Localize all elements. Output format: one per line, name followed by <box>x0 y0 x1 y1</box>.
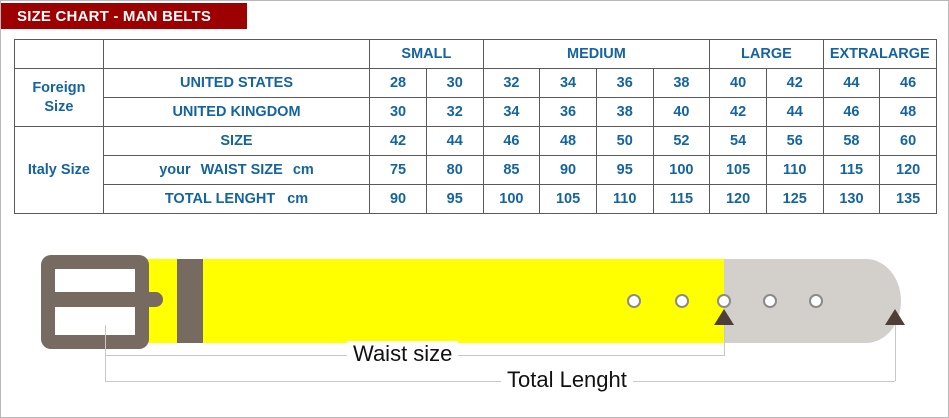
cell-size-9: 60 <box>879 126 937 156</box>
cell-waist-1: 80 <box>425 155 484 185</box>
cell-size-6: 54 <box>709 126 767 156</box>
belt-hole <box>717 294 731 308</box>
cell-size-1: 44 <box>425 126 484 156</box>
waist-dim-left-tick <box>105 325 106 355</box>
cell-total-7: 125 <box>765 184 824 214</box>
cell-uk-1: 32 <box>425 97 484 127</box>
waist-size-marker-icon <box>714 309 734 325</box>
side-label-foreign-line2: Size <box>44 98 74 115</box>
table-row: Italy Size SIZE 42 44 46 48 50 52 54 56 … <box>14 126 937 214</box>
table-row: Foreign Size UNITED STATES 28 30 32 34 3… <box>14 68 937 127</box>
page-title: SIZE CHART - MAN BELTS <box>17 7 212 25</box>
row-desc-total-lenght: TOTAL LENGHT cm <box>102 184 371 214</box>
belt-loop <box>177 259 203 343</box>
group-header-small: SMALL <box>369 39 484 69</box>
total-lenght-label: Total Lenght <box>501 367 633 393</box>
cell-us-4: 36 <box>595 68 654 98</box>
cell-total-0: 90 <box>369 184 427 214</box>
total-length-marker-icon <box>885 309 905 325</box>
cell-total-1: 95 <box>425 184 484 214</box>
total-dim-left-tick <box>105 355 106 381</box>
cell-size-8: 58 <box>822 126 881 156</box>
table-group-header-row: SMALL MEDIUM LARGE EXTRALARGE <box>14 39 938 69</box>
row-desc-size: SIZE <box>102 126 371 156</box>
cell-size-3: 48 <box>539 126 597 156</box>
belt-hole <box>627 294 641 308</box>
cell-us-9: 46 <box>879 68 937 98</box>
cell-uk-7: 44 <box>765 97 824 127</box>
cell-uk-6: 42 <box>709 97 767 127</box>
side-label-foreign-line1: Foreign <box>32 80 86 97</box>
belt-tip-rounded-end <box>831 259 901 343</box>
side-label-foreign-size: Foreign Size <box>14 68 104 127</box>
cell-waist-6: 105 <box>709 155 767 185</box>
cell-waist-3: 90 <box>539 155 597 185</box>
total-dim-line <box>105 381 895 382</box>
cell-us-7: 42 <box>765 68 824 98</box>
cell-us-1: 30 <box>425 68 484 98</box>
cell-us-2: 32 <box>482 68 541 98</box>
group-header-medium: MEDIUM <box>482 39 711 69</box>
belt-hole <box>675 294 689 308</box>
table-row: UNITED KINGDOM 30 32 34 36 38 40 42 44 4… <box>15 97 937 127</box>
cell-total-5: 115 <box>652 184 711 214</box>
cell-uk-4: 38 <box>595 97 654 127</box>
cell-total-8: 130 <box>822 184 881 214</box>
cell-total-2: 100 <box>482 184 541 214</box>
cell-uk-2: 34 <box>482 97 541 127</box>
belt-hole <box>763 294 777 308</box>
cell-uk-0: 30 <box>369 97 427 127</box>
cell-waist-5: 100 <box>652 155 711 185</box>
total-desc-unit: cm <box>287 191 309 207</box>
cell-waist-2: 85 <box>482 155 541 185</box>
belt-hole <box>809 294 823 308</box>
side-label-italy-size: Italy Size <box>14 126 104 214</box>
cell-us-5: 38 <box>652 68 711 98</box>
cell-total-4: 110 <box>595 184 654 214</box>
waist-dim-right-tick <box>724 325 725 355</box>
size-chart-table: SMALL MEDIUM LARGE EXTRALARGE Foreign Si… <box>14 39 938 214</box>
cell-uk-9: 48 <box>879 97 937 127</box>
cell-total-6: 120 <box>709 184 767 214</box>
cell-us-0: 28 <box>369 68 427 98</box>
cell-total-9: 135 <box>879 184 937 214</box>
cell-size-5: 52 <box>652 126 711 156</box>
cell-uk-3: 36 <box>539 97 597 127</box>
cell-us-3: 34 <box>539 68 597 98</box>
belt-strap-main <box>203 259 724 343</box>
total-dim-right-tick <box>895 325 896 381</box>
table-row: your WAIST SIZE cm 75 80 85 90 95 100 105 … <box>15 155 937 185</box>
cell-us-8: 44 <box>822 68 881 98</box>
cell-size-2: 46 <box>482 126 541 156</box>
cell-total-3: 105 <box>539 184 597 214</box>
waist-desc-unit: cm <box>292 162 314 178</box>
row-desc-united-kingdom: UNITED KINGDOM <box>102 97 371 127</box>
cell-size-4: 50 <box>595 126 654 156</box>
cell-uk-8: 46 <box>822 97 881 127</box>
waist-desc-part2: WAIST SIZE <box>200 162 283 178</box>
table-row: TOTAL LENGHT cm 90 95 100 105 110 115 120… <box>15 184 937 214</box>
title-bar: SIZE CHART - MAN BELTS <box>1 3 247 29</box>
header-spacer-desc <box>102 39 371 69</box>
group-header-large: LARGE <box>709 39 824 69</box>
cell-us-6: 40 <box>709 68 767 98</box>
cell-waist-8: 115 <box>822 155 881 185</box>
cell-size-0: 42 <box>369 126 427 156</box>
header-spacer-label <box>14 39 104 69</box>
group-header-extralarge: EXTRALARGE <box>822 39 938 69</box>
cell-size-7: 56 <box>765 126 824 156</box>
cell-waist-4: 95 <box>595 155 654 185</box>
belt-buckle-prong <box>45 292 163 307</box>
waist-desc-part1: your <box>159 162 191 178</box>
belt-diagram: Waist size Total Lenght <box>1 237 948 417</box>
cell-waist-9: 120 <box>879 155 937 185</box>
row-desc-waist-size: your WAIST SIZE cm <box>102 155 371 185</box>
cell-waist-0: 75 <box>369 155 427 185</box>
waist-size-label: Waist size <box>347 341 459 367</box>
cell-uk-5: 40 <box>652 97 711 127</box>
cell-waist-7: 110 <box>765 155 824 185</box>
row-desc-united-states: UNITED STATES <box>102 68 371 98</box>
total-desc-part1: TOTAL LENGHT <box>164 191 276 207</box>
